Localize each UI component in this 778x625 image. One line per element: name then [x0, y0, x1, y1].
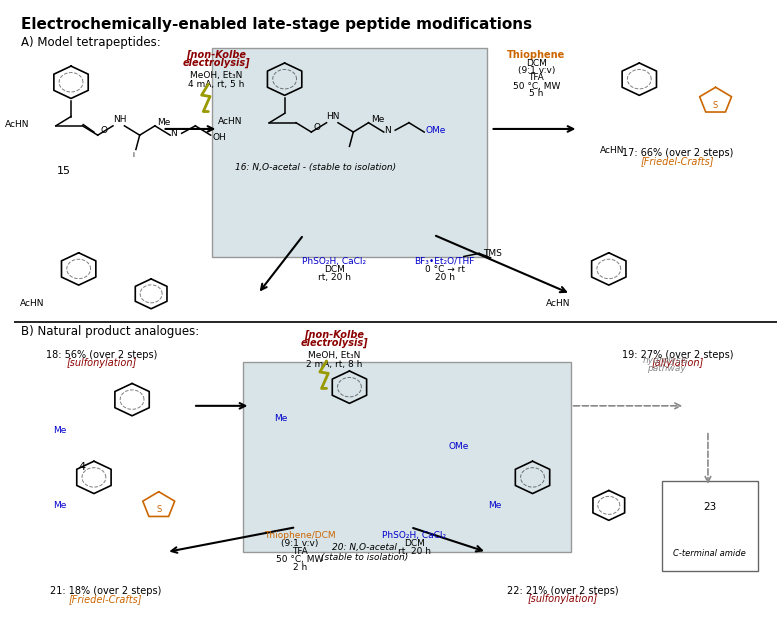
Text: S: S: [713, 101, 718, 109]
Text: 0 °C → rt: 0 °C → rt: [425, 265, 464, 274]
Text: pathway: pathway: [647, 364, 685, 373]
Text: Thiophene/DCM: Thiophene/DCM: [264, 531, 335, 539]
Text: 20 h: 20 h: [435, 273, 455, 282]
Text: [Friedel-Crafts]: [Friedel-Crafts]: [641, 156, 714, 166]
Text: MeOH, Et₃N: MeOH, Et₃N: [308, 351, 360, 361]
Text: Me: Me: [157, 118, 170, 127]
Text: B) Natural product analogues:: B) Natural product analogues:: [22, 325, 200, 338]
Text: TMS: TMS: [483, 249, 502, 258]
Text: OH: OH: [212, 132, 226, 141]
FancyBboxPatch shape: [662, 481, 758, 571]
Text: BF₃•Et₂O/THF: BF₃•Et₂O/THF: [415, 257, 475, 266]
Text: O: O: [314, 123, 321, 132]
Text: [non-Kolbe: [non-Kolbe: [186, 50, 246, 61]
Text: 2 h: 2 h: [293, 563, 307, 572]
Text: Me: Me: [53, 501, 66, 510]
FancyBboxPatch shape: [212, 48, 487, 256]
Text: (9:1 v:v): (9:1 v:v): [517, 66, 555, 75]
Text: 16: N,O-acetal - (stable to isolation): 16: N,O-acetal - (stable to isolation): [234, 163, 396, 172]
Text: HN: HN: [327, 112, 340, 121]
Text: 19: 27% (over 2 steps): 19: 27% (over 2 steps): [622, 350, 733, 360]
Text: PhSO₂H, CaCl₂: PhSO₂H, CaCl₂: [302, 257, 366, 266]
Text: O: O: [100, 126, 107, 135]
Text: A) Model tetrapeptides:: A) Model tetrapeptides:: [22, 36, 161, 49]
Text: C-terminal amide: C-terminal amide: [673, 549, 746, 558]
Text: TFA: TFA: [528, 72, 544, 82]
Text: 18: 56% (over 2 steps): 18: 56% (over 2 steps): [46, 350, 157, 360]
Text: 22: 21% (over 2 steps): 22: 21% (over 2 steps): [507, 586, 619, 596]
Text: [sulfonylation]: [sulfonylation]: [528, 594, 598, 604]
Text: AcHN: AcHN: [218, 117, 243, 126]
Text: Me: Me: [488, 501, 501, 510]
Text: 17: 66% (over 2 steps): 17: 66% (over 2 steps): [622, 148, 733, 158]
Text: hydrolysis: hydrolysis: [643, 356, 689, 366]
Text: 50 °C, MW: 50 °C, MW: [513, 82, 560, 91]
Text: 2 mA, rt, 8 h: 2 mA, rt, 8 h: [306, 360, 363, 369]
Text: electrolysis]: electrolysis]: [182, 58, 250, 68]
Text: AcHN: AcHN: [546, 299, 570, 308]
Text: 20: N,O-acetal
(stable to isolation): 20: N,O-acetal (stable to isolation): [321, 542, 408, 562]
Text: OMe: OMe: [426, 126, 446, 135]
Text: Me: Me: [274, 414, 288, 422]
Text: DCM: DCM: [526, 59, 547, 68]
Text: S: S: [156, 505, 161, 514]
Text: [allylation]: [allylation]: [651, 358, 703, 368]
Text: TFA: TFA: [292, 547, 308, 556]
Text: [sulfonylation]: [sulfonylation]: [66, 358, 137, 368]
Text: rt, 20 h: rt, 20 h: [317, 273, 351, 282]
Text: 4 mA, rt, 5 h: 4 mA, rt, 5 h: [187, 80, 244, 89]
Text: 21: 18% (over 2 steps): 21: 18% (over 2 steps): [50, 586, 161, 596]
Text: [Friedel-Crafts]: [Friedel-Crafts]: [68, 594, 142, 604]
Text: 50 °C, MW: 50 °C, MW: [276, 555, 324, 564]
Text: electrolysis]: electrolysis]: [300, 338, 368, 348]
FancyBboxPatch shape: [243, 362, 570, 552]
Text: Me: Me: [371, 115, 384, 124]
Text: Me: Me: [53, 426, 66, 435]
Text: 5 h: 5 h: [529, 89, 544, 98]
Text: PhSO₂H, CaCl₂: PhSO₂H, CaCl₂: [382, 531, 447, 539]
Text: DCM: DCM: [404, 539, 425, 548]
Text: N: N: [170, 129, 177, 138]
Text: AcHN: AcHN: [20, 299, 44, 308]
Text: AcHN: AcHN: [600, 146, 624, 155]
Text: 4: 4: [79, 462, 86, 472]
Text: rt, 20 h: rt, 20 h: [398, 547, 431, 556]
Text: DCM: DCM: [324, 265, 345, 274]
Text: Electrochemically-enabled late-stage peptide modifications: Electrochemically-enabled late-stage pep…: [22, 17, 533, 32]
Text: 15: 15: [57, 166, 71, 176]
Text: N: N: [384, 126, 391, 135]
Text: OMe: OMe: [449, 442, 469, 451]
Text: Thiophene: Thiophene: [507, 51, 566, 61]
Text: AcHN: AcHN: [5, 120, 29, 129]
Text: [non-Kolbe: [non-Kolbe: [304, 330, 364, 341]
Text: NH: NH: [113, 115, 127, 124]
Text: (9:1 v:v): (9:1 v:v): [281, 539, 318, 548]
Text: i: i: [132, 152, 135, 158]
Text: 23: 23: [703, 503, 716, 512]
Text: MeOH, Et₃N: MeOH, Et₃N: [190, 71, 242, 81]
